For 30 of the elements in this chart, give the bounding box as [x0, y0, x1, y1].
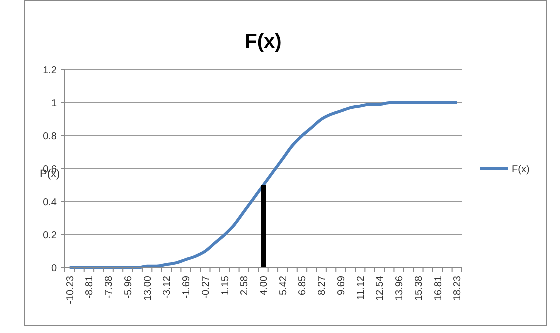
y-tick-label: 0	[51, 264, 58, 274]
x-tick-label: 9.69	[336, 276, 348, 296]
x-tick-label: 11.12	[356, 276, 367, 300]
y-tick-label: 1.2	[43, 66, 58, 76]
x-tick-label: 13.00	[142, 276, 154, 302]
y-tick-label: 0.2	[43, 230, 58, 242]
x-tick-label: 5.42	[278, 276, 290, 296]
x-tick-label: -0.27	[200, 276, 212, 299]
chart-title: F(x)	[245, 31, 282, 53]
x-tick-label: -7.38	[104, 276, 116, 299]
x-tick-label: 2.58	[240, 276, 251, 296]
x-tick-label: 8.27	[317, 276, 328, 296]
x-tick-label: -5.96	[123, 276, 134, 299]
x-tick-label: 15.38	[414, 276, 425, 302]
y-tick-label: 0.4	[43, 198, 58, 208]
x-tick-label: 18.23	[452, 276, 464, 302]
x-tick-label: 13.96	[394, 276, 406, 302]
x-tick-label: -3.12	[162, 276, 174, 299]
x-tick-label: -1.69	[182, 276, 193, 299]
x-tick-label: 4.00	[259, 276, 270, 296]
x-tick-label: -10.23	[65, 276, 76, 304]
x-tick-label: 16.81	[433, 276, 444, 302]
y-tick-label: 0.8	[43, 132, 58, 142]
x-tick-label: -8.81	[84, 276, 96, 299]
legend-label: F(x)	[512, 164, 530, 176]
x-tick-label: 12.54	[375, 276, 386, 302]
x-tick-label: 1.15	[220, 276, 232, 296]
line-series	[68, 102, 459, 270]
y-tick-label: 1	[51, 98, 58, 110]
x-tick-label: 6.85	[298, 276, 309, 296]
